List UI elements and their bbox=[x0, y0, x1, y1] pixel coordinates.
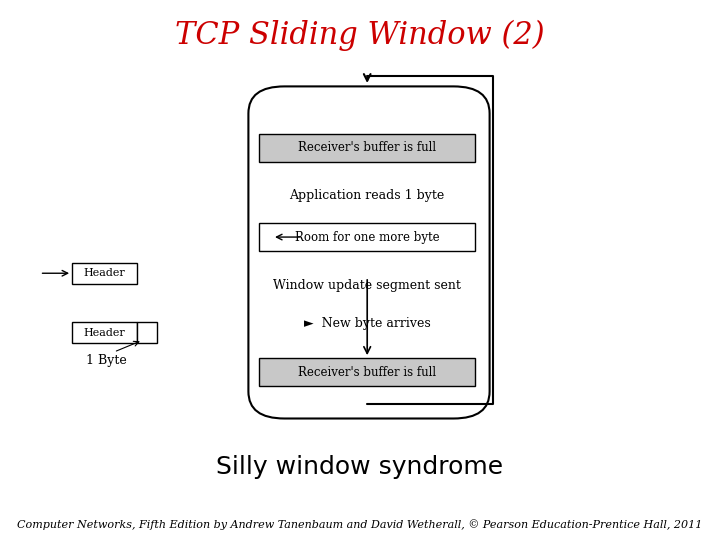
Text: Computer Networks, Fifth Edition by Andrew Tanenbaum and David Wetherall, © Pear: Computer Networks, Fifth Edition by Andr… bbox=[17, 519, 703, 530]
Text: Header: Header bbox=[84, 268, 125, 278]
Text: ►  New byte arrives: ► New byte arrives bbox=[304, 318, 431, 330]
Text: Application reads 1 byte: Application reads 1 byte bbox=[289, 189, 445, 202]
Text: Window update segment sent: Window update segment sent bbox=[274, 279, 461, 292]
Text: Header: Header bbox=[84, 328, 125, 338]
Bar bbox=[259, 223, 475, 251]
Bar bbox=[259, 358, 475, 386]
Text: Receiver's buffer is full: Receiver's buffer is full bbox=[298, 366, 436, 379]
Bar bbox=[72, 263, 137, 284]
Bar bbox=[72, 322, 137, 343]
Text: Silly window syndrome: Silly window syndrome bbox=[217, 455, 503, 479]
Text: Room for one more byte: Room for one more byte bbox=[295, 231, 439, 244]
Text: Receiver's buffer is full: Receiver's buffer is full bbox=[298, 141, 436, 154]
Text: 1 Byte: 1 Byte bbox=[86, 354, 127, 367]
Bar bbox=[259, 134, 475, 162]
Text: TCP Sliding Window (2): TCP Sliding Window (2) bbox=[175, 19, 545, 51]
Bar bbox=[137, 322, 157, 343]
